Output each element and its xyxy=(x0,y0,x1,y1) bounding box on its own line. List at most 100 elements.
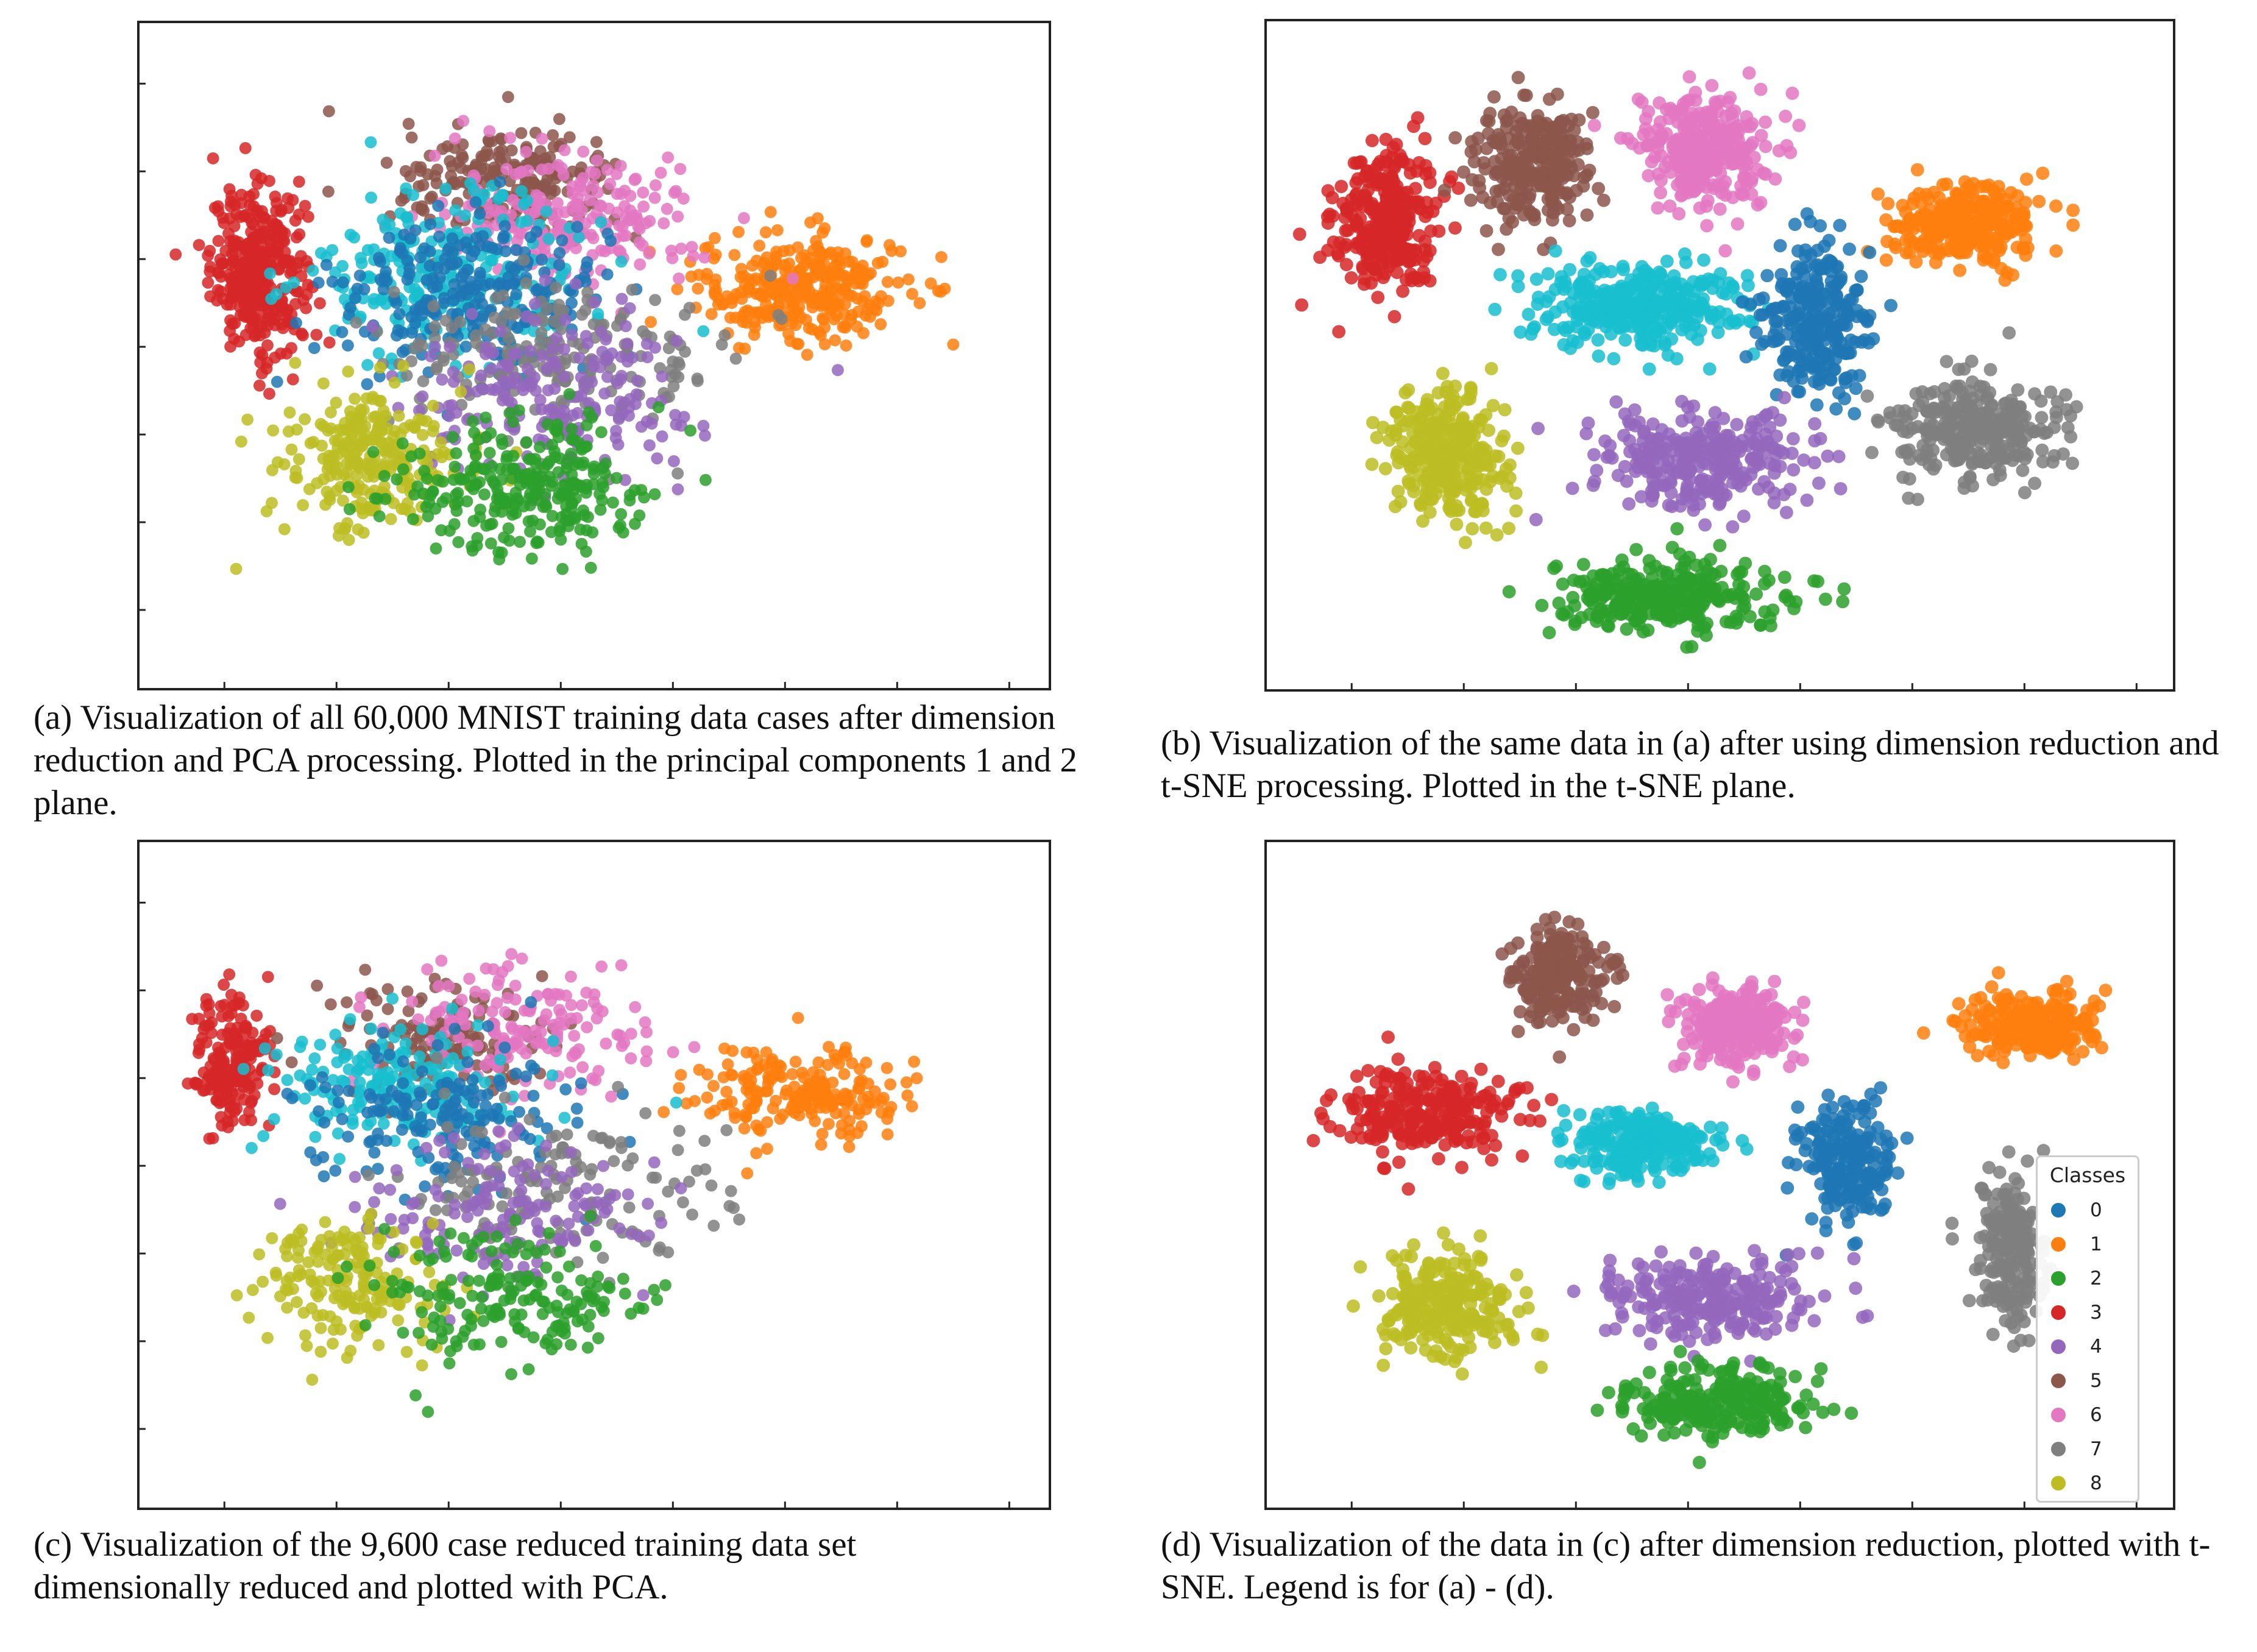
scatter-point xyxy=(1780,314,1794,328)
scatter-point xyxy=(1426,204,1440,218)
scatter-point xyxy=(1896,470,1910,484)
scatter-point xyxy=(488,204,501,216)
scatter-point xyxy=(787,272,799,285)
scatter-point xyxy=(1736,188,1750,202)
scatter-point xyxy=(406,513,419,525)
scatter-point xyxy=(416,339,428,352)
scatter-point xyxy=(466,250,478,263)
scatter-point xyxy=(312,277,325,289)
scatter-point xyxy=(1663,199,1677,213)
scatter-point xyxy=(233,268,245,281)
scatter-point xyxy=(771,224,784,236)
scatter-point xyxy=(432,199,445,212)
scatter-point xyxy=(380,157,393,169)
scatter-point xyxy=(1759,115,1773,129)
scatter-point xyxy=(427,281,439,294)
scatter-point xyxy=(1484,362,1498,375)
scatter-point xyxy=(344,405,356,417)
scatter-point xyxy=(1423,175,1437,190)
scatter-point xyxy=(1562,119,1576,133)
scatter-point xyxy=(1946,435,1960,449)
scatter-point xyxy=(1930,238,1944,252)
scatter-point xyxy=(1612,314,1626,328)
scatter-point xyxy=(336,494,349,507)
scatter-point xyxy=(229,199,241,211)
scatter-point xyxy=(1362,223,1375,237)
scatter-point xyxy=(1325,191,1339,205)
scatter-point xyxy=(828,313,841,325)
scatter-point xyxy=(487,165,500,177)
scatter-point xyxy=(379,409,392,422)
scatter-point xyxy=(652,401,665,414)
scatter-point xyxy=(840,339,852,352)
scatter-point xyxy=(598,467,611,480)
scatter-point xyxy=(1588,285,1602,299)
scatter-point xyxy=(553,258,565,271)
scatter-point xyxy=(403,268,416,280)
scatter-point xyxy=(1852,369,1866,383)
scatter-point xyxy=(712,298,725,311)
scatter-point xyxy=(1848,335,1862,349)
scatter-point xyxy=(469,196,482,208)
scatter-point xyxy=(1735,295,1749,309)
scatter-point xyxy=(1383,255,1397,269)
scatter-point xyxy=(1423,166,1437,180)
scatter-point xyxy=(1486,399,1500,413)
scatter-point xyxy=(467,415,480,428)
scatter-point xyxy=(1631,275,1645,289)
scatter-point xyxy=(1639,112,1653,126)
series-class-0 xyxy=(1735,207,1898,420)
scatter-point xyxy=(212,235,225,247)
scatter-point xyxy=(428,149,441,162)
scatter-point xyxy=(487,475,500,488)
scatter-point xyxy=(1884,299,1898,313)
series-class-2 xyxy=(342,388,712,575)
scatter-point xyxy=(601,268,614,281)
scatter-point xyxy=(671,483,684,495)
scatter-point xyxy=(396,437,409,450)
scatter-point xyxy=(819,278,832,291)
scatter-point xyxy=(355,403,367,416)
scatter-point xyxy=(1693,201,1707,215)
scatter-point xyxy=(804,216,817,229)
scatter-point xyxy=(1719,287,1733,301)
scatter-point xyxy=(2006,268,2020,282)
scatter-point xyxy=(668,186,681,199)
scatter-point xyxy=(628,484,641,497)
scatter-point xyxy=(598,387,611,400)
scatter-point xyxy=(565,433,578,446)
scatter-point xyxy=(1998,222,2012,236)
scatter-point xyxy=(399,344,412,356)
scatter-point xyxy=(2061,420,2075,434)
scatter-point xyxy=(656,370,668,383)
scatter-point xyxy=(1653,96,1667,110)
scatter-point xyxy=(630,388,643,401)
scatter-point xyxy=(586,526,599,539)
scatter-point xyxy=(326,275,339,288)
scatter-point xyxy=(581,337,594,350)
scatter-point xyxy=(323,336,336,349)
scatter-point xyxy=(686,241,698,253)
scatter-point xyxy=(1708,163,1722,177)
scatter-point xyxy=(760,251,773,264)
scatter-point xyxy=(1711,179,1725,192)
scatter-point xyxy=(850,262,863,275)
scatter-point xyxy=(1408,243,1422,257)
scatter-point xyxy=(1448,221,1462,235)
scatter-point xyxy=(361,378,374,391)
scatter-point xyxy=(473,207,486,220)
scatter-point xyxy=(1390,405,1404,419)
scatter-point xyxy=(1757,166,1771,180)
scatter-point xyxy=(787,297,800,310)
scatter-point xyxy=(1907,191,1921,205)
scatter-point xyxy=(1448,480,1462,494)
scatter-point xyxy=(336,276,349,289)
scatter-point xyxy=(566,188,579,200)
scatter-point xyxy=(2044,385,2058,399)
scatter-point xyxy=(520,146,533,158)
scatter-point xyxy=(550,331,563,344)
scatter-point xyxy=(384,512,397,525)
scatter-point xyxy=(252,257,264,269)
scatter-point xyxy=(1571,135,1584,149)
scatter-point xyxy=(1721,95,1735,109)
